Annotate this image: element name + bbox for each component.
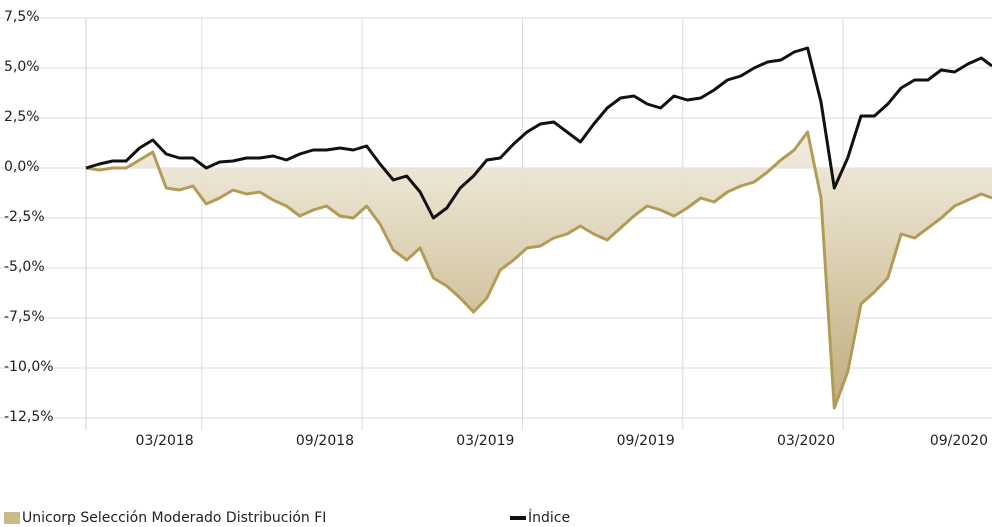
legend-label: Índice [528, 509, 570, 526]
y-tick-label: -2,5% [4, 209, 45, 225]
y-tick-label: -7,5% [4, 309, 45, 325]
y-tick-label: 2,5% [4, 109, 40, 125]
y-tick-label: 5,0% [4, 59, 40, 75]
legend-swatch [510, 516, 526, 520]
x-tick-label: 03/2019 [456, 433, 514, 449]
line [85, 46, 992, 220]
y-tick-label: -12,5% [4, 409, 54, 425]
x-tick-label: 03/2020 [777, 433, 835, 449]
y-tick-label: 7,5% [4, 9, 40, 25]
x-tick-label: 09/2020 [930, 433, 988, 449]
y-tick-label: -5,0% [4, 259, 45, 275]
y-tick-label: 0,0% [4, 159, 40, 175]
legend-swatch [4, 512, 20, 524]
x-tick-label: 03/2018 [136, 433, 194, 449]
area [86, 132, 992, 408]
y-tick-label: -10,0% [4, 359, 54, 375]
x-tick-label: 09/2018 [296, 433, 354, 449]
legend-label: Unicorp Selección Moderado Distribución … [22, 510, 326, 526]
x-tick-label: 09/2019 [617, 433, 675, 449]
line [85, 130, 992, 410]
